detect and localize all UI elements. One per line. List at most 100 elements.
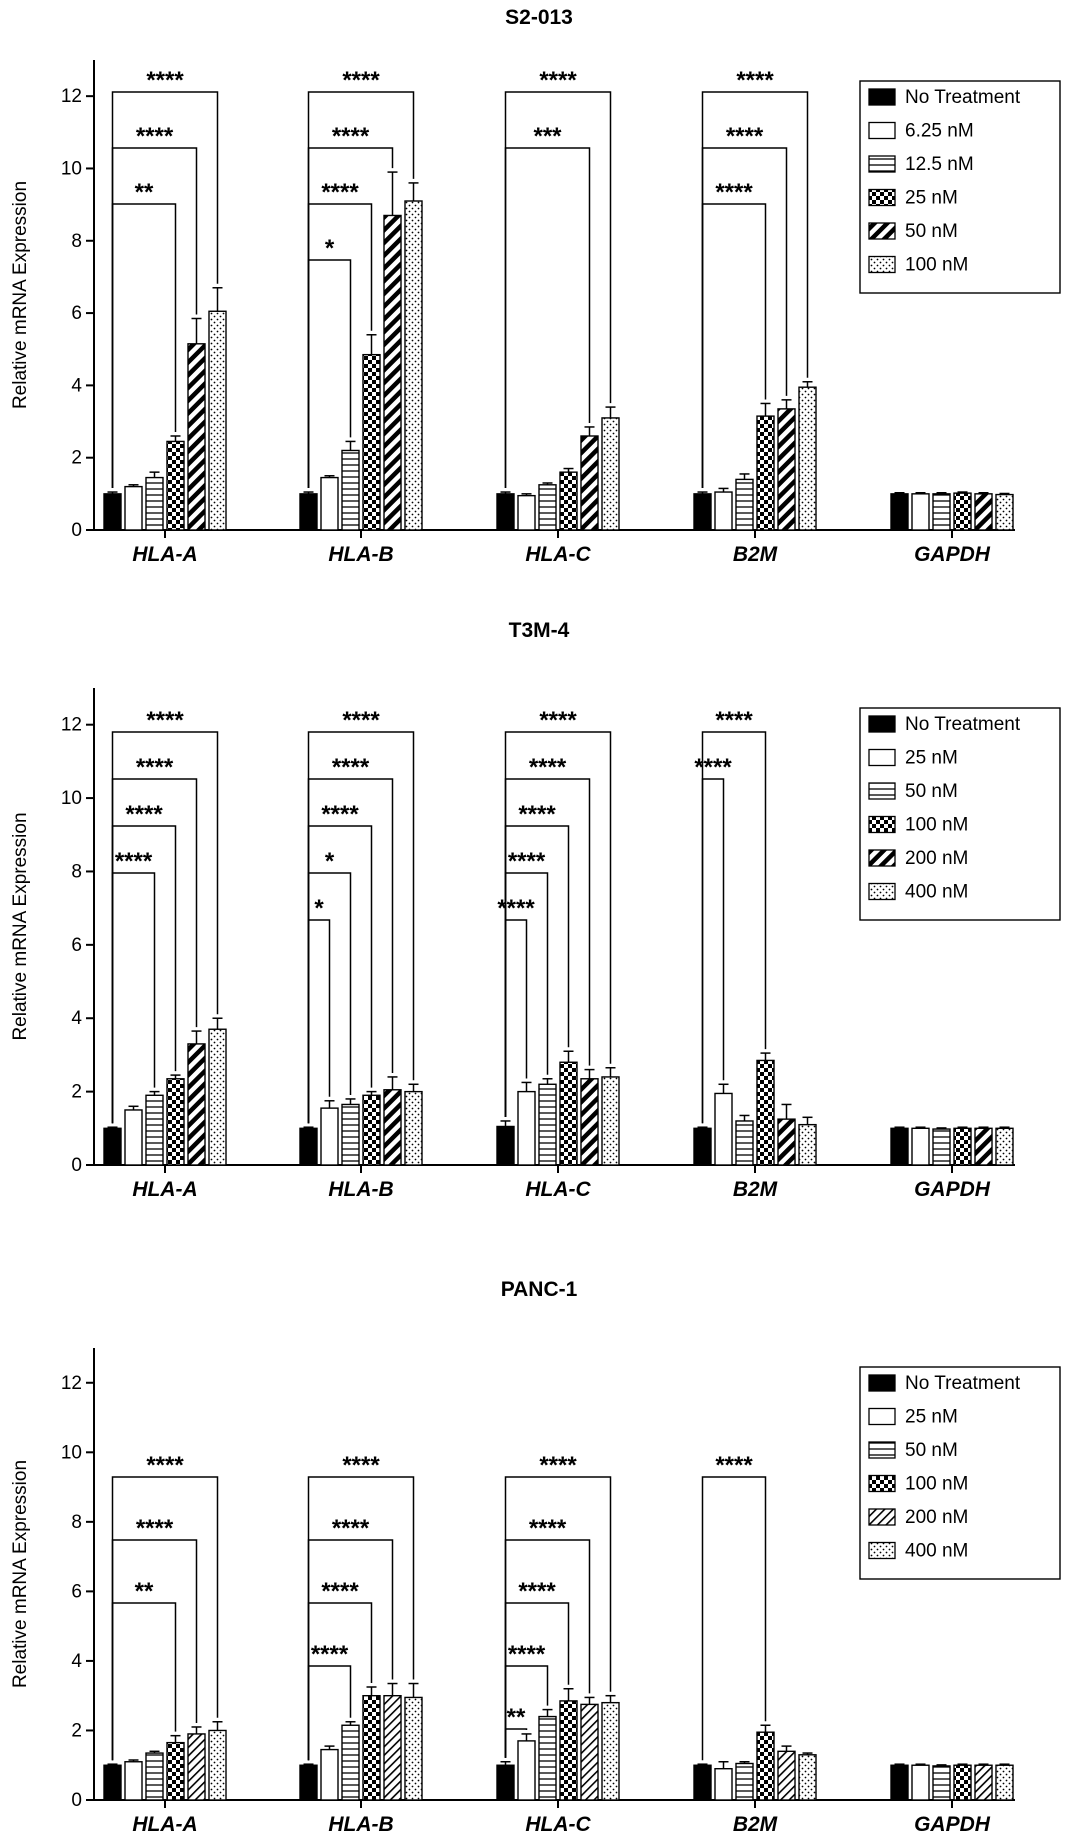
legend-swatch xyxy=(868,1407,896,1426)
legend-swatch xyxy=(868,815,896,834)
significance-label: **** xyxy=(518,801,556,828)
bar-hla-b-1 xyxy=(320,476,339,531)
bar-group-hla-c: HLA-C xyxy=(496,1050,620,1201)
bar-hla-a-0 xyxy=(103,1127,122,1166)
y-tick-label: 6 xyxy=(71,303,82,324)
x-tick-label: HLA-C xyxy=(525,1813,591,1836)
significance-label: **** xyxy=(342,1452,380,1479)
bar-gapdh-0 xyxy=(890,1764,909,1801)
legend-swatch xyxy=(868,782,896,800)
bar-gapdh-3 xyxy=(953,1127,972,1166)
bar-gapdh-2 xyxy=(932,1128,951,1166)
bar-group-hla-a: HLA-A xyxy=(103,1721,227,1836)
y-axis-label: Relative mRNA Expression xyxy=(10,181,31,409)
x-tick-label: GAPDH xyxy=(914,1178,991,1201)
bar-gapdh-4 xyxy=(974,1127,993,1166)
bar-b2m-0 xyxy=(693,1127,712,1166)
significance-bracket xyxy=(111,1539,198,1761)
significance-bracket xyxy=(307,825,373,1124)
significance-label: **** xyxy=(539,707,577,734)
bar-hla-c-5 xyxy=(601,417,620,531)
legend-label: 400 nM xyxy=(905,1541,968,1562)
significance-label: **** xyxy=(332,123,370,150)
bar-hla-c-0 xyxy=(496,1125,515,1166)
bar-group-hla-b: HLA-B xyxy=(299,1076,423,1201)
significance-label: * xyxy=(325,848,335,875)
significance-hla-b: ************* xyxy=(307,67,415,489)
bar-group-gapdh: GAPDH xyxy=(890,491,1014,566)
significance-label: **** xyxy=(115,848,153,875)
significance-hla-c: ******* xyxy=(504,67,612,489)
significance-bracket xyxy=(307,259,352,489)
legend-label: 12.5 nM xyxy=(905,154,974,175)
legend-label: 25 nM xyxy=(905,188,958,209)
bar-hla-a-1 xyxy=(124,1761,143,1801)
significance-bracket xyxy=(307,203,373,489)
bar-hla-a-4 xyxy=(187,1733,206,1801)
bar-b2m-3 xyxy=(756,1059,775,1166)
bar-hla-b-5 xyxy=(404,1696,423,1801)
significance-bracket xyxy=(111,147,198,489)
significance-label: **** xyxy=(146,707,184,734)
bar-hla-b-0 xyxy=(299,493,318,531)
bar-hla-a-2 xyxy=(145,1094,164,1166)
bar-group-hla-b: HLA-B xyxy=(299,171,423,566)
bar-b2m-1 xyxy=(714,1768,733,1801)
legend-swatch xyxy=(868,849,896,867)
significance-label: **** xyxy=(497,895,535,922)
x-tick-label: HLA-A xyxy=(132,543,197,566)
bar-hla-c-3 xyxy=(559,1700,578,1801)
significance-label: **** xyxy=(539,67,577,94)
y-tick-label: 12 xyxy=(61,715,82,736)
significance-b2m: **** **** xyxy=(694,707,767,1124)
bar-hla-a-5 xyxy=(208,310,227,531)
significance-label: **** xyxy=(736,67,774,94)
bar-gapdh-1 xyxy=(911,1764,930,1801)
chart-panel-s2013: S2-013 Relative mRNA Expression 0 2 4 6 8 10 12 H… xyxy=(10,6,1061,566)
bar-b2m-1 xyxy=(714,491,733,531)
significance-label: **** xyxy=(146,67,184,94)
significance-bracket xyxy=(307,919,331,1124)
y-tick-label: 4 xyxy=(71,1651,82,1672)
significance-label: **** xyxy=(726,123,764,150)
significance-label: **** xyxy=(321,179,359,206)
bar-b2m-4 xyxy=(777,408,796,531)
bar-hla-a-1 xyxy=(124,485,143,531)
significance-bracket xyxy=(111,203,177,489)
significance-bracket xyxy=(307,731,415,1124)
significance-label: **** xyxy=(539,1452,577,1479)
bar-hla-c-5 xyxy=(601,1076,620,1166)
y-tick-label: 2 xyxy=(71,1720,82,1741)
significance-bracket xyxy=(504,91,612,489)
significance-label: **** xyxy=(715,1452,753,1479)
significance-label: **** xyxy=(311,1641,349,1668)
bar-gapdh-0 xyxy=(890,1127,909,1166)
legend-swatch xyxy=(868,1541,896,1560)
y-tick-label: 10 xyxy=(61,158,82,179)
bar-gapdh-5 xyxy=(995,1764,1014,1801)
bar-hla-c-4 xyxy=(580,1703,599,1801)
y-axis-label: Relative mRNA Expression xyxy=(10,812,31,1040)
y-tick-label: 2 xyxy=(71,448,82,469)
significance-hla-a: **** **** **** **** xyxy=(111,707,219,1124)
x-tick-label: HLA-C xyxy=(525,543,591,566)
significance-label: **** xyxy=(321,1578,359,1605)
bar-b2m-4 xyxy=(777,1118,796,1166)
bar-gapdh-0 xyxy=(890,493,909,531)
significance-label: **** xyxy=(332,1515,370,1542)
significance-label: **** xyxy=(715,179,753,206)
y-tick-label: 12 xyxy=(61,1373,82,1394)
legend: No Treatment 6.25 nM 12.5 nM 25 nM 50 nM 100 … xyxy=(859,80,1061,294)
legend-label: 50 nM xyxy=(905,781,958,802)
bar-b2m-5 xyxy=(798,1123,817,1166)
y-tick-label: 8 xyxy=(71,231,82,252)
bar-hla-c-2 xyxy=(538,1083,557,1166)
y-axis-label: Relative mRNA Expression xyxy=(10,1460,31,1688)
x-tick-label: HLA-C xyxy=(525,1178,591,1201)
chart-panel-panc1: PANC-1 Relative mRNA Expression 0 2 4 6 8 10 12 H… xyxy=(10,1278,1061,1836)
significance-bracket xyxy=(504,1728,528,1758)
legend-label: 50 nM xyxy=(905,221,958,242)
bar-group-hla-c: HLA-C xyxy=(496,1687,620,1836)
significance-label: * xyxy=(314,895,324,922)
